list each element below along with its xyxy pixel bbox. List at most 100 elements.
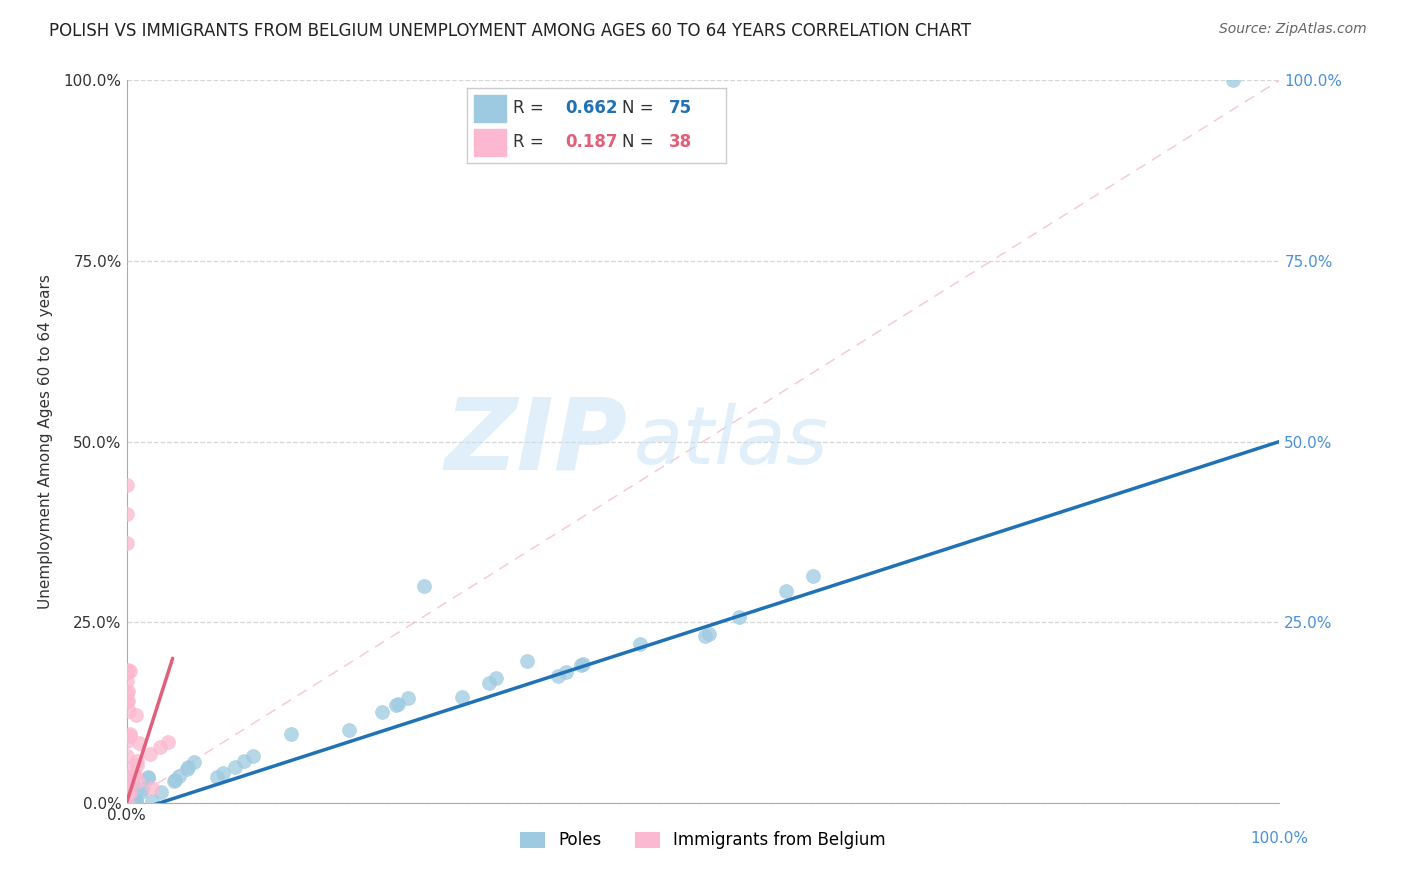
Point <box>280 727 302 741</box>
Point <box>131 782 153 797</box>
Point <box>149 740 172 755</box>
Point <box>122 796 145 810</box>
Point <box>115 795 138 809</box>
Point <box>120 778 142 792</box>
Point <box>803 568 825 582</box>
Point <box>118 786 141 800</box>
Point <box>115 796 138 810</box>
Point <box>125 793 148 807</box>
Point <box>120 778 142 792</box>
Point <box>212 766 235 780</box>
Point <box>127 774 149 789</box>
Point <box>177 760 200 774</box>
Point <box>121 772 143 787</box>
Text: Source: ZipAtlas.com: Source: ZipAtlas.com <box>1219 22 1367 37</box>
Point <box>121 774 143 789</box>
Point <box>120 782 142 797</box>
Point <box>728 609 751 624</box>
Point <box>115 785 138 799</box>
Text: POLISH VS IMMIGRANTS FROM BELGIUM UNEMPLOYMENT AMONG AGES 60 TO 64 YEARS CORRELA: POLISH VS IMMIGRANTS FROM BELGIUM UNEMPL… <box>49 22 972 40</box>
Point <box>115 665 138 680</box>
Text: 100.0%: 100.0% <box>1250 830 1309 846</box>
Point <box>337 723 360 738</box>
Point <box>120 780 142 794</box>
Point <box>125 754 148 768</box>
Point <box>136 771 159 785</box>
Point <box>693 629 716 643</box>
Point <box>120 729 142 743</box>
Point <box>115 786 138 800</box>
Point <box>115 789 138 803</box>
Point <box>569 657 592 672</box>
Point <box>224 759 246 773</box>
Point <box>115 478 138 492</box>
Point <box>117 663 139 677</box>
Point <box>115 796 138 810</box>
Point <box>371 706 394 720</box>
Point <box>385 698 408 712</box>
Point <box>121 773 143 788</box>
Point <box>115 774 138 789</box>
Point <box>1222 73 1244 87</box>
Point <box>115 796 138 810</box>
Point <box>117 733 139 747</box>
Point <box>183 755 205 769</box>
Point <box>120 783 142 797</box>
Point <box>117 693 139 707</box>
Point <box>129 785 152 799</box>
Point <box>120 778 142 792</box>
Point <box>141 781 163 796</box>
Text: ZIP: ZIP <box>446 393 628 490</box>
Point <box>120 778 142 792</box>
Point <box>412 579 434 593</box>
Point <box>117 796 139 810</box>
Point <box>554 665 576 679</box>
Point <box>125 794 148 808</box>
Point <box>205 770 228 784</box>
Point <box>117 796 139 810</box>
Point <box>118 788 141 802</box>
Legend: Poles, Immigrants from Belgium: Poles, Immigrants from Belgium <box>513 824 893 856</box>
Point <box>516 654 538 668</box>
Point <box>115 673 138 688</box>
Point <box>124 796 146 810</box>
Point <box>117 794 139 808</box>
Point <box>115 787 138 801</box>
Point <box>478 675 501 690</box>
Point <box>118 790 141 805</box>
Point <box>120 727 142 741</box>
Point <box>115 761 138 775</box>
Point <box>547 669 569 683</box>
Point <box>163 773 186 788</box>
Point <box>138 770 160 784</box>
Point <box>396 691 419 706</box>
Point <box>697 626 720 640</box>
Point <box>115 695 138 709</box>
Point <box>115 687 138 701</box>
Point <box>167 769 190 783</box>
Point <box>118 785 141 799</box>
Point <box>176 762 198 776</box>
Point <box>115 796 138 810</box>
Point <box>118 787 141 801</box>
Text: atlas: atlas <box>634 402 828 481</box>
Point <box>163 772 186 787</box>
Point <box>125 708 148 723</box>
Point <box>571 657 593 671</box>
Point <box>115 796 138 810</box>
Point <box>127 758 149 772</box>
Point <box>233 754 256 768</box>
Point <box>122 767 145 781</box>
Point <box>141 794 163 808</box>
Point <box>139 747 162 762</box>
Point <box>451 690 474 705</box>
Point <box>118 786 141 800</box>
Point <box>115 535 138 549</box>
Point <box>115 777 138 791</box>
Point <box>117 794 139 808</box>
Point <box>115 749 138 764</box>
Point <box>121 796 143 810</box>
Point <box>118 788 141 802</box>
Point <box>115 773 138 788</box>
Y-axis label: Unemployment Among Ages 60 to 64 years: Unemployment Among Ages 60 to 64 years <box>38 274 52 609</box>
